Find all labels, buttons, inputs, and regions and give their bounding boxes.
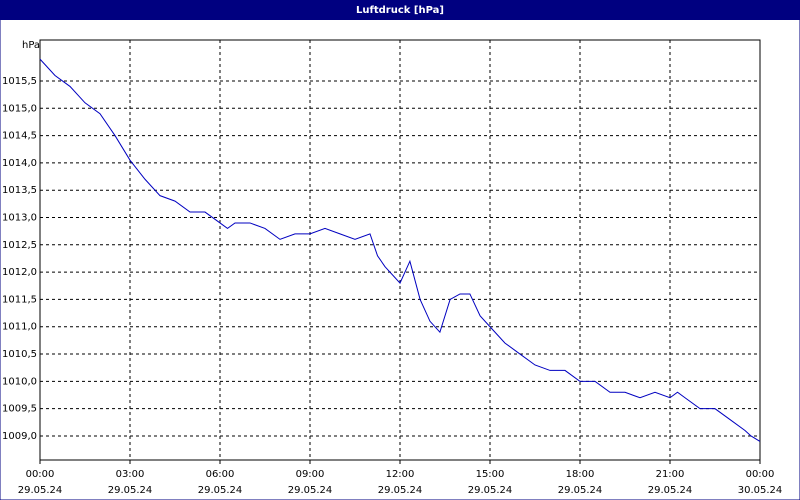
x-tick-date: 29.05.24 xyxy=(468,485,513,496)
x-tick-label: 06:00 xyxy=(206,469,235,480)
x-tick-date: 29.05.24 xyxy=(648,485,693,496)
title-bar xyxy=(0,0,800,20)
y-tick-label: 1010,5 xyxy=(2,349,37,360)
y-tick-label: 1014,0 xyxy=(2,158,37,169)
y-tick-label: 1011,0 xyxy=(2,322,37,333)
x-tick-date: 29.05.24 xyxy=(558,485,603,496)
x-tick-date: 29.05.24 xyxy=(108,485,153,496)
x-tick-date: 29.05.24 xyxy=(18,485,63,496)
x-tick-label: 15:00 xyxy=(476,469,505,480)
y-tick-label: 1012,0 xyxy=(2,267,37,278)
y-tick-label: 1009,0 xyxy=(2,431,37,442)
y-tick-label: 1009,5 xyxy=(2,404,37,415)
x-tick-label: 03:00 xyxy=(116,469,145,480)
y-tick-label: 1012,5 xyxy=(2,240,37,251)
x-tick-date: 29.05.24 xyxy=(288,485,333,496)
x-tick-label: 00:00 xyxy=(746,469,775,480)
y-tick-label: 1015,5 xyxy=(2,76,37,87)
x-tick-date: 29.05.24 xyxy=(378,485,423,496)
x-tick-label: 00:00 xyxy=(26,469,55,480)
y-tick-label: 1010,0 xyxy=(2,376,37,387)
y-unit: hPa xyxy=(22,40,40,51)
x-tick-label: 18:00 xyxy=(566,469,595,480)
x-tick-date: 29.05.24 xyxy=(198,485,243,496)
y-tick-label: 1015,0 xyxy=(2,103,37,114)
x-tick-date: 30.05.24 xyxy=(738,485,783,496)
y-tick-label: 1011,5 xyxy=(2,294,37,305)
y-tick-label: 1013,5 xyxy=(2,185,37,196)
data-line xyxy=(39,58,761,442)
y-tick-label: 1014,5 xyxy=(2,131,37,142)
y-tick-label: 1013,0 xyxy=(2,213,37,224)
chart-title: Luftdruck [hPa] xyxy=(356,5,444,16)
x-tick-label: 12:00 xyxy=(386,469,415,480)
x-tick-label: 09:00 xyxy=(296,469,325,480)
x-tick-label: 21:00 xyxy=(656,469,685,480)
